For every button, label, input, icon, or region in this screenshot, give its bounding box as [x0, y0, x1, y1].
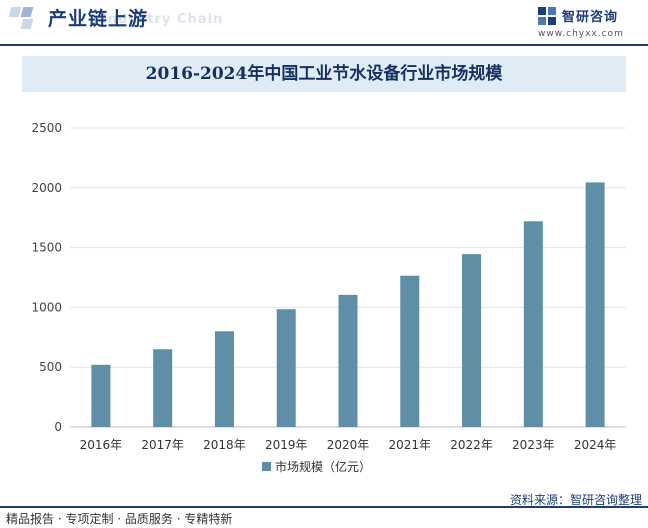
data-source: 资料来源：智研咨询整理: [509, 493, 642, 507]
x-tick-label: 2019年: [265, 438, 308, 452]
bar: [276, 309, 296, 427]
x-tick-label: 2024年: [574, 438, 617, 452]
footer-divider: [0, 506, 648, 508]
brand-logo: 智研咨询 www.chyxx.com: [538, 5, 638, 39]
header-ghost-text: Industry Chain: [102, 12, 224, 27]
y-tick-label: 2000: [31, 181, 62, 195]
bar: [338, 294, 358, 427]
x-tick-label: 2016年: [80, 438, 123, 452]
x-tick-label: 2021年: [389, 438, 432, 452]
brand-url: www.chyxx.com: [538, 29, 624, 39]
x-tick-label: 2023年: [512, 438, 555, 452]
bar: [523, 221, 543, 427]
bar: [462, 254, 482, 427]
y-tick-label: 1000: [31, 300, 62, 314]
legend-label: 市场规模（亿元）: [275, 459, 371, 474]
brand-name: 智研咨询: [562, 10, 619, 25]
bar: [400, 275, 420, 427]
header-divider: [0, 44, 648, 46]
x-tick-label: 2018年: [203, 438, 246, 452]
y-tick-label: 2500: [31, 121, 62, 135]
bar: [214, 331, 234, 427]
y-tick-label: 500: [39, 360, 62, 374]
bar: [91, 364, 111, 427]
y-tick-label: 0: [54, 420, 62, 434]
legend-swatch: [262, 462, 271, 471]
header: Industry Chain 产业链上游 智研咨询 www.chyxx.com: [0, 0, 648, 44]
bar: [585, 182, 605, 427]
section-title: 产业链上游: [48, 8, 149, 30]
bar: [153, 349, 173, 427]
x-tick-label: 2022年: [450, 438, 493, 452]
footer-tagline: 精品报告 · 专项定制 · 品质服务 · 专精特新: [6, 512, 233, 526]
x-tick-label: 2020年: [327, 438, 370, 452]
chart-title: 2016-2024年中国工业节水设备行业市场规模: [22, 56, 626, 92]
brand-mark-icon: [538, 7, 556, 25]
y-tick-label: 1500: [31, 241, 62, 255]
x-tick-label: 2017年: [141, 438, 184, 452]
